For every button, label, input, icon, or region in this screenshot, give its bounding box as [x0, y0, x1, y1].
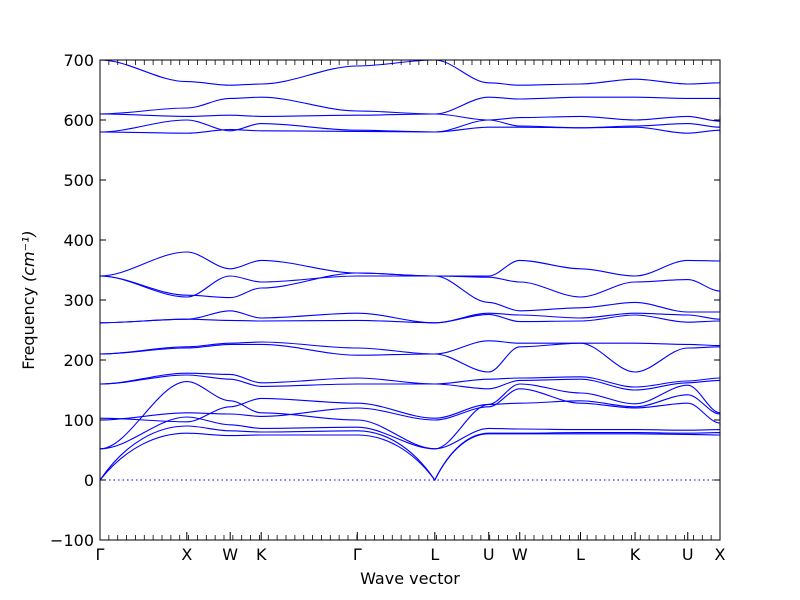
band-7 — [99, 374, 721, 391]
band-8 — [99, 372, 721, 388]
band-10 — [99, 340, 721, 355]
y-tick-label: 700 — [63, 51, 94, 70]
x-tick-label: U — [682, 545, 694, 564]
band-14 — [99, 275, 721, 300]
x-tick-label: U — [483, 545, 495, 564]
band-13 — [99, 272, 721, 313]
band-15 — [99, 251, 721, 277]
plot-frame — [99, 59, 721, 541]
x-tick-label: K — [630, 545, 641, 564]
y-tick-label: 500 — [63, 171, 94, 190]
x-tick-label: K — [256, 545, 267, 564]
y-tick-label: 400 — [63, 231, 94, 250]
x-tick-label: W — [512, 545, 528, 564]
y-axis-unit: (cm⁻¹) — [19, 230, 38, 282]
band-19 — [99, 96, 721, 115]
band-12 — [99, 310, 721, 324]
x-tick-label: Γ — [353, 545, 362, 564]
y-axis-label: Frequency (cm⁻¹) — [19, 230, 38, 369]
x-tick-label: L — [430, 545, 439, 564]
x-tick-label: W — [222, 545, 238, 564]
y-tick-label: 300 — [63, 291, 94, 310]
y-axis-ticks: −100 0 100 200 300 400 500 600 700 — [50, 51, 720, 550]
band-18 — [99, 113, 721, 122]
x-tick-label: X — [715, 545, 726, 564]
band-20 — [99, 59, 721, 86]
band-9 — [99, 342, 721, 373]
x-tick-label: Γ — [96, 545, 105, 564]
band-5 — [99, 388, 721, 426]
band-4 — [99, 381, 721, 450]
y-tick-label: 0 — [84, 471, 94, 490]
band-2 — [99, 425, 721, 482]
band-16 — [99, 126, 721, 134]
y-tick-label: 600 — [63, 111, 94, 130]
band-6 — [99, 383, 721, 423]
y-tick-label: −100 — [50, 531, 94, 550]
x-tick-label: L — [576, 545, 585, 564]
x-tick-label: X — [181, 545, 192, 564]
y-axis-label-text: Frequency — [19, 287, 38, 370]
band-lines — [99, 59, 721, 482]
x-axis-label: Wave vector — [360, 569, 460, 588]
y-tick-label: 100 — [63, 411, 94, 430]
band-17 — [99, 117, 721, 133]
plot-background — [100, 60, 720, 540]
band-3 — [99, 416, 721, 450]
y-tick-label: 200 — [63, 351, 94, 370]
